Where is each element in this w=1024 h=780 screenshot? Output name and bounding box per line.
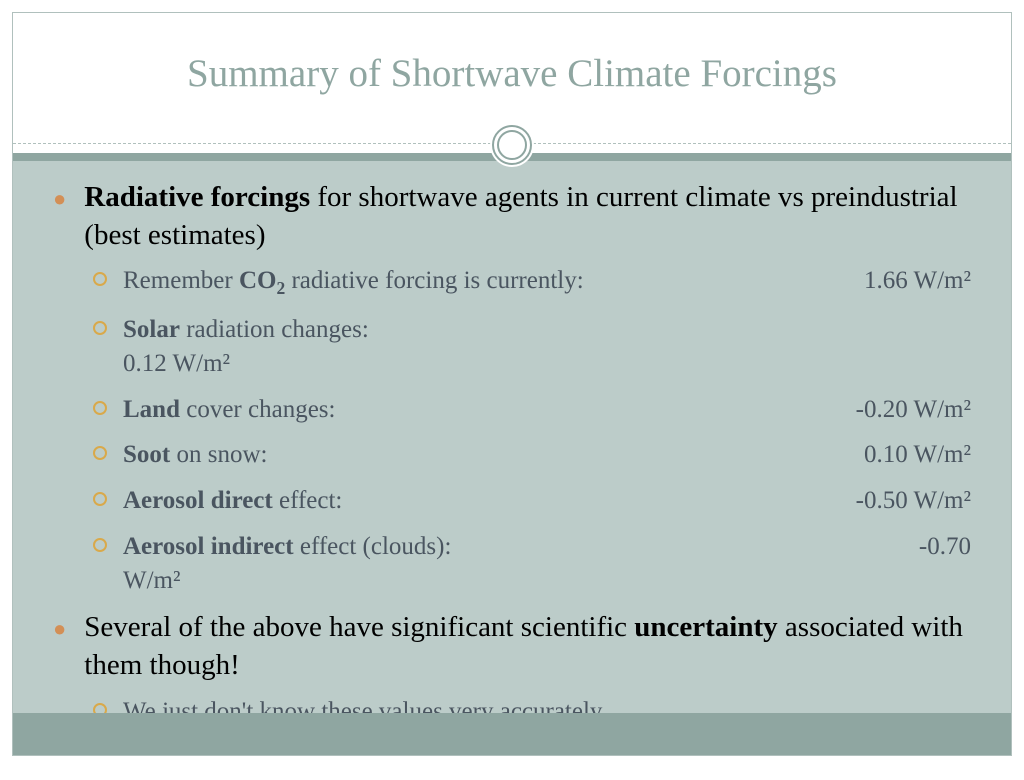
sub-bullet-aerosol-direct: Aerosol direct effect: -0.50 W/m² <box>93 484 971 518</box>
value: -0.20 W/m² <box>836 393 971 427</box>
bullet-icon: ● <box>53 615 66 684</box>
circle-ornament <box>490 123 534 167</box>
bold-text: Land <box>123 396 180 423</box>
bottom-band <box>13 713 1011 755</box>
value: -0.50 W/m² <box>836 484 971 518</box>
text: effect (clouds): <box>294 533 452 560</box>
title-area: Summary of Shortwave Climate Forcings <box>13 13 1011 133</box>
bullet-icon: ● <box>53 185 66 254</box>
slide-title: Summary of Shortwave Climate Forcings <box>187 51 837 96</box>
bold-text: Aerosol direct <box>123 487 273 514</box>
sub-bullet-soot: Soot on snow: 0.10 W/m² <box>93 438 971 472</box>
value: 0.10 W/m² <box>844 438 971 472</box>
text: radiative forcing is currently: <box>285 267 584 294</box>
ring-icon <box>93 446 107 460</box>
value: 0.12 W/m² <box>123 350 230 377</box>
ring-icon <box>93 401 107 415</box>
bold-text: Radiative forcings <box>84 181 310 213</box>
sub-bullet-solar: Solar radiation changes: 0.12 W/m² <box>93 313 971 381</box>
content-area: ● Radiative forcings for shortwave agent… <box>13 161 1011 756</box>
subscript: 2 <box>276 278 285 298</box>
text: effect: <box>273 487 343 514</box>
bullet-main-2: ● Several of the above have significant … <box>53 609 971 684</box>
text: Remember <box>123 267 239 294</box>
bold-text: Solar <box>123 316 180 343</box>
bullet-main-1: ● Radiative forcings for shortwave agent… <box>53 179 971 254</box>
sub-bullet-land: Land cover changes: -0.20 W/m² <box>93 393 971 427</box>
text: cover changes: <box>180 396 335 423</box>
text: radiation changes: <box>180 316 369 343</box>
slide: Summary of Shortwave Climate Forcings ● … <box>12 12 1012 756</box>
bold-text: Aerosol indirect <box>123 533 294 560</box>
bold-text: uncertainty <box>634 611 777 643</box>
bold-text: Soot <box>123 441 170 468</box>
value: 1.66 W/m² <box>844 264 971 301</box>
ring-icon <box>93 272 107 286</box>
text: on snow: <box>170 441 267 468</box>
sub-bullet-aerosol-indirect: Aerosol indirect effect (clouds): -0.70 … <box>93 530 971 598</box>
ring-icon <box>93 538 107 552</box>
ring-icon <box>93 321 107 335</box>
ring-icon <box>93 492 107 506</box>
sub-bullet-co2: Remember CO2 radiative forcing is curren… <box>93 264 971 301</box>
text: Several of the above have significant sc… <box>84 611 634 643</box>
divider <box>13 133 1011 161</box>
bold-text: CO <box>239 267 277 294</box>
